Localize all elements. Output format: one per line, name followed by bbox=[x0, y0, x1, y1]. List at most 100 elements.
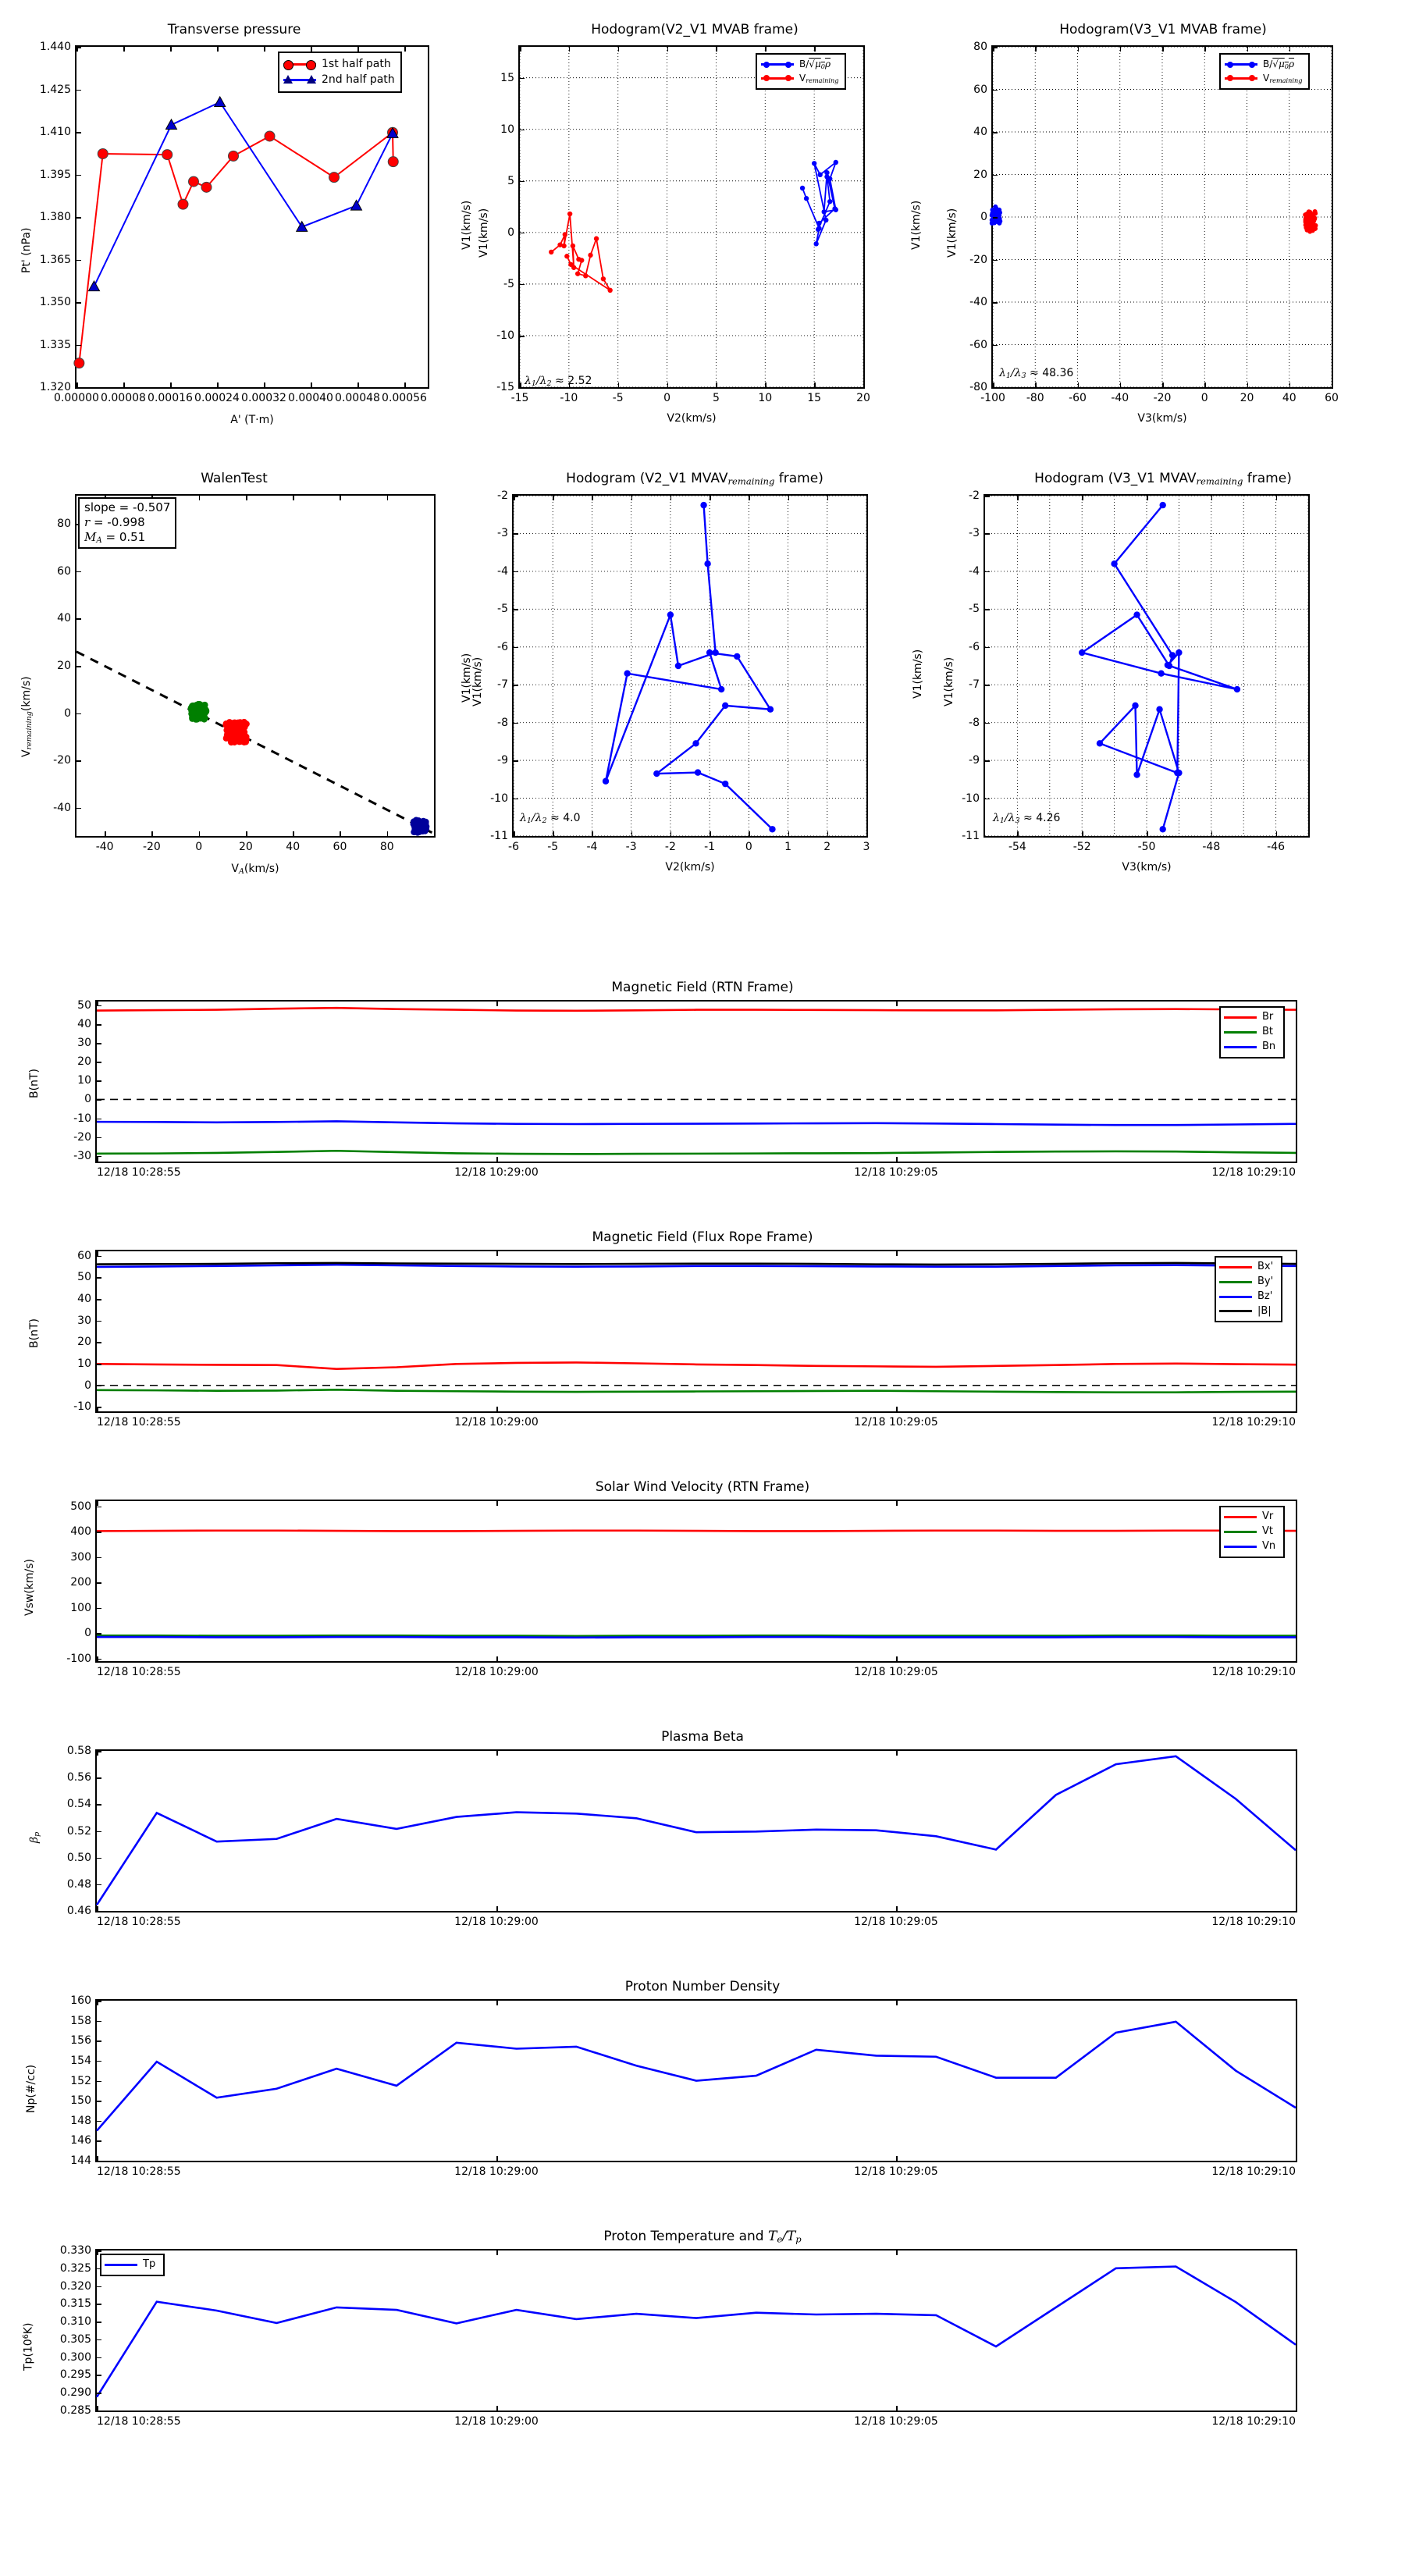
y-tick-label: 0.50 bbox=[66, 1851, 91, 1864]
panel-magnetic-field-rtn: Magnetic Field (RTN Frame) -30 -20 -10 0 10 2… bbox=[0, 980, 1405, 1202]
plot-area[interactable]: -40 -20 0 20 40 60 80 -40 -20 0 20 40 60 80 bbox=[53, 494, 436, 853]
x-tick-label: -5 bbox=[547, 841, 559, 853]
legend-swatch-vt bbox=[1224, 1526, 1257, 1537]
panel-plasma-beta: Plasma Beta 0.46 0.48 0.50 0.52 0.54 0.56 0.58… bbox=[0, 1729, 1405, 1952]
y-tick-mark bbox=[514, 836, 518, 838]
y-tick-label: 20 bbox=[57, 660, 71, 672]
panel-hodogram-v2v1-mvab: Hodogram(V2_V1 MVAB frame) -15 -10 -5 0 5 10 1… bbox=[461, 16, 929, 453]
y-tick-mark bbox=[514, 533, 518, 535]
y-tick-label: -4 bbox=[497, 564, 508, 578]
y-tick-mark bbox=[97, 2101, 101, 2102]
y-axis-label: Vremaining(km/s) bbox=[20, 676, 34, 757]
legend-item: Vn bbox=[1224, 1539, 1275, 1554]
x-tick-mark-top bbox=[496, 1501, 498, 1506]
x-axis-label: VA(km/s) bbox=[231, 863, 279, 877]
y-tick-mark bbox=[993, 217, 998, 219]
x-tick-label: 12/18 10:29:10 bbox=[1211, 2165, 1296, 2178]
plot-area[interactable]: 0.285 0.290 0.295 0.300 0.305 0.310 0.315 0.320… bbox=[60, 2244, 1297, 2428]
y-tick-label: 100 bbox=[70, 1601, 91, 1614]
x-tick-mark bbox=[1296, 2156, 1297, 2161]
x-tick-mark-top bbox=[592, 496, 594, 500]
x-tick-label: -4 bbox=[586, 841, 598, 853]
x-tick-label: 12/18 10:29:05 bbox=[854, 1666, 938, 1678]
x-tick-mark bbox=[97, 1656, 98, 1661]
x-tick-mark-top bbox=[97, 1501, 98, 1506]
y-tick-label: -60 bbox=[969, 338, 987, 351]
y-axis-label: V1(km/s) bbox=[943, 656, 955, 706]
plot-area[interactable]: -30 -20 -10 0 10 20 30 40 50 12/18 10:28:55 12/18 … bbox=[73, 999, 1297, 1179]
y-tick-label: -9 bbox=[497, 754, 508, 767]
panel-transverse-pressure: Transverse pressure 1.320 1.335 1.350 1.365… bbox=[0, 16, 473, 453]
x-tick-mark bbox=[151, 831, 153, 836]
y-tick-mark bbox=[76, 344, 81, 347]
x-tick-mark-top bbox=[814, 47, 816, 52]
x-tick-mark bbox=[568, 382, 571, 387]
y-tick-mark bbox=[514, 760, 518, 762]
walen-slope: slope = -0.507 bbox=[84, 500, 171, 514]
legend-item: By' bbox=[1219, 1275, 1273, 1290]
x-tick-mark bbox=[827, 831, 829, 836]
x-tick-mark-top bbox=[404, 47, 406, 52]
plot-area[interactable]: -15 -10 -5 0 5 10 15 -15 -10 -5 0 5 10 15 20 λ1/λ2 ≈ 2.… bbox=[496, 45, 870, 404]
y-tick-mark bbox=[97, 1804, 101, 1806]
plot-area[interactable]: -10 0 10 20 30 40 50 60 12/18 10:28:55 12/18 10:2… bbox=[73, 1250, 1297, 1429]
y-tick-label: 40 bbox=[77, 1017, 91, 1030]
plot-area[interactable]: 1.320 1.335 1.350 1.365 1.380 1.395 1.410 1.425… bbox=[40, 41, 429, 404]
plot-area[interactable]: -11 -10 -9 -8 -7 -6 -5 -4 -3 -2 -54 -52 -50 -48 -46 λ1/… bbox=[962, 489, 1310, 853]
legend-item: Bx' bbox=[1219, 1260, 1273, 1275]
x-tick-mark bbox=[710, 831, 711, 836]
y-tick-mark bbox=[76, 618, 81, 621]
x-tick-mark bbox=[1332, 382, 1333, 387]
y-tick-mark bbox=[76, 217, 81, 219]
y-tick-label: 60 bbox=[973, 83, 987, 96]
y-tick-mark bbox=[97, 1137, 101, 1139]
x-tick-mark-top bbox=[496, 1251, 498, 1256]
y-tick-mark bbox=[76, 132, 81, 133]
y-tick-label: 20 bbox=[77, 1055, 91, 1069]
y-tick-label: -40 bbox=[969, 296, 987, 308]
y-tick-label: 50 bbox=[77, 1271, 91, 1284]
y-tick-label: -7 bbox=[969, 678, 980, 692]
x-tick-mark-top bbox=[293, 496, 294, 500]
x-tick-mark-top bbox=[1296, 1251, 1297, 1256]
y-tick-mark bbox=[993, 47, 998, 48]
x-tick-mark bbox=[404, 382, 406, 387]
y-tick-mark bbox=[97, 2250, 101, 2252]
legend-item: B/√μ0ρ bbox=[1225, 58, 1303, 72]
plot-area[interactable]: -100 0 100 200 300 400 500 12/18 10:28:55 12/18 … bbox=[66, 1500, 1297, 1678]
y-tick-label: -5 bbox=[497, 603, 508, 616]
x-tick-mark-top bbox=[788, 496, 790, 500]
x-tick-mark bbox=[245, 831, 247, 836]
y-tick-mark bbox=[97, 2001, 101, 2002]
x-tick-mark-top bbox=[553, 496, 554, 500]
x-tick-label: 0.00000 bbox=[54, 392, 99, 404]
x-tick-label: -60 bbox=[1069, 392, 1087, 404]
plot-area[interactable]: 144 146 148 150 152 154 156 158 160 12/18 10:28:5… bbox=[70, 1994, 1297, 2178]
x-tick-mark-top bbox=[1296, 1002, 1297, 1006]
x-tick-mark-top bbox=[245, 496, 247, 500]
y-tick-label: -6 bbox=[497, 640, 508, 653]
panel-title: WalenTest bbox=[201, 471, 268, 486]
panel-hodogram-v3v1-mvab: Hodogram(V3_V1 MVAB frame) -80 -60 -40 -20 0… bbox=[929, 16, 1397, 453]
x-tick-mark-top bbox=[896, 1501, 898, 1506]
x-tick-mark-top bbox=[97, 2001, 98, 2005]
x-tick-label: 20 bbox=[856, 392, 870, 404]
panel-title: Hodogram (V2_V1 MVAVremaining frame) bbox=[566, 471, 823, 487]
eigenvalue-ratio-annotation: λ1/λ3 ≈ 48.36 bbox=[999, 367, 1074, 381]
plot-area[interactable]: 0.46 0.48 0.50 0.52 0.54 0.56 0.58 12/18 10:28:… bbox=[67, 1745, 1297, 1928]
plot-area[interactable]: -11 -10 -9 -8 -7 -6 -5 -4 -3 -2 -6 -5 -4 -3 -2 -1 0 1 2 3 λ1… bbox=[490, 489, 870, 853]
x-tick-label: 60 bbox=[333, 841, 347, 853]
x-tick-mark bbox=[105, 831, 106, 836]
x-tick-mark-top bbox=[1035, 47, 1037, 52]
y-tick-label: 40 bbox=[973, 126, 987, 138]
x-tick-label: -40 bbox=[1111, 392, 1129, 404]
y-tick-label: 146 bbox=[70, 2134, 91, 2147]
y-tick-mark bbox=[97, 1633, 101, 1635]
legend-label-vremaining: Vremaining bbox=[1263, 72, 1303, 84]
y-tick-label: 1.335 bbox=[39, 338, 71, 351]
plot-area[interactable]: -80 -60 -40 -20 0 20 40 60 80 -100 -80 -60 -40 -20 0 20… bbox=[969, 41, 1339, 404]
x-tick-mark bbox=[357, 382, 359, 387]
y-tick-label: -8 bbox=[969, 716, 980, 729]
y-tick-label: 30 bbox=[77, 1037, 91, 1050]
x-tick-mark bbox=[1296, 1157, 1297, 1162]
